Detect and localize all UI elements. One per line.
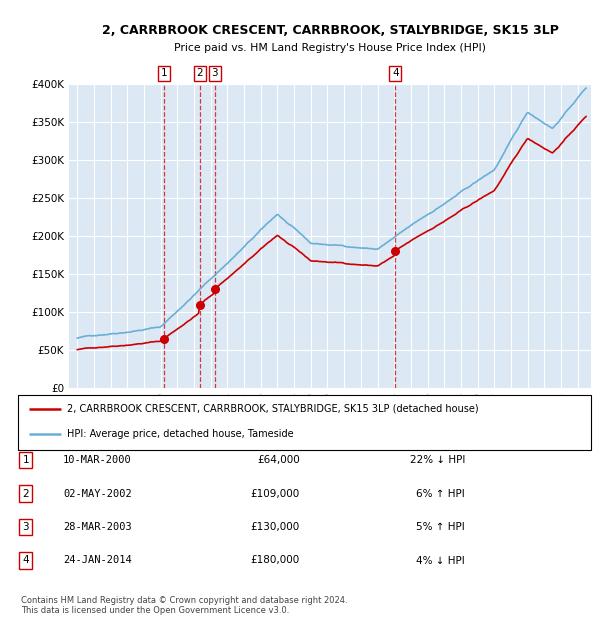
Text: 6% ↑ HPI: 6% ↑ HPI xyxy=(416,489,465,498)
Text: 2, CARRBROOK CRESCENT, CARRBROOK, STALYBRIDGE, SK15 3LP: 2, CARRBROOK CRESCENT, CARRBROOK, STALYB… xyxy=(101,24,559,37)
Text: HPI: Average price, detached house, Tameside: HPI: Average price, detached house, Tame… xyxy=(67,429,293,439)
Text: £64,000: £64,000 xyxy=(257,455,300,465)
FancyBboxPatch shape xyxy=(18,395,591,450)
Text: Price paid vs. HM Land Registry's House Price Index (HPI): Price paid vs. HM Land Registry's House … xyxy=(174,43,486,53)
Text: 1: 1 xyxy=(161,68,167,78)
Text: 10-MAR-2000: 10-MAR-2000 xyxy=(63,455,132,465)
Text: 02-MAY-2002: 02-MAY-2002 xyxy=(63,489,132,498)
Text: 24-JAN-2014: 24-JAN-2014 xyxy=(63,556,132,565)
Text: 4% ↓ HPI: 4% ↓ HPI xyxy=(416,556,465,565)
Text: 28-MAR-2003: 28-MAR-2003 xyxy=(63,522,132,532)
Text: £130,000: £130,000 xyxy=(251,522,300,532)
Text: 2: 2 xyxy=(22,489,29,498)
Text: 2: 2 xyxy=(196,68,203,78)
Text: 2, CARRBROOK CRESCENT, CARRBROOK, STALYBRIDGE, SK15 3LP (detached house): 2, CARRBROOK CRESCENT, CARRBROOK, STALYB… xyxy=(67,404,478,414)
Text: 4: 4 xyxy=(22,556,29,565)
Text: Contains HM Land Registry data © Crown copyright and database right 2024.
This d: Contains HM Land Registry data © Crown c… xyxy=(21,596,347,615)
Text: 1: 1 xyxy=(22,455,29,465)
Text: 3: 3 xyxy=(22,522,29,532)
Text: 5% ↑ HPI: 5% ↑ HPI xyxy=(416,522,465,532)
Text: £180,000: £180,000 xyxy=(251,556,300,565)
Text: £109,000: £109,000 xyxy=(251,489,300,498)
Text: 4: 4 xyxy=(392,68,398,78)
Text: 22% ↓ HPI: 22% ↓ HPI xyxy=(410,455,465,465)
Text: 3: 3 xyxy=(211,68,218,78)
